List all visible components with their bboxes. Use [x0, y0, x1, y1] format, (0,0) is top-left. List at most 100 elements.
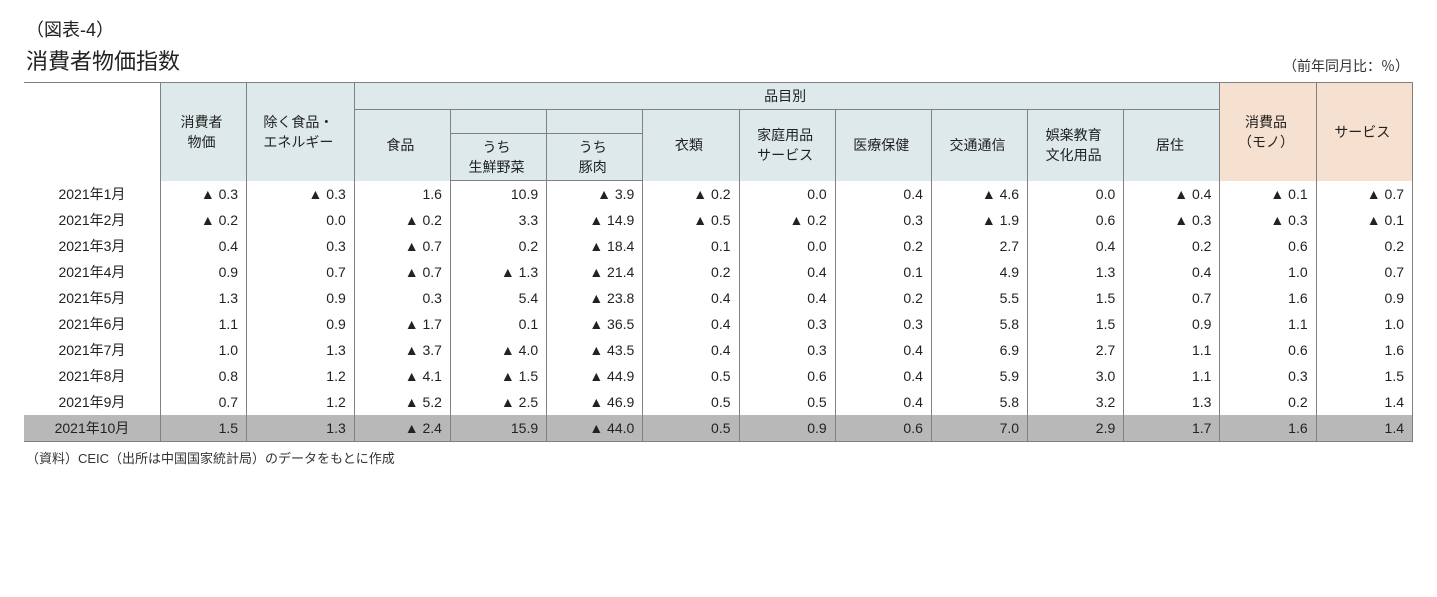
th-house: 居住	[1124, 110, 1220, 181]
table-head: 消費者物価 除く食品・エネルギー 品目別 消費品（モノ） サービス 食品 衣類 …	[24, 83, 1413, 181]
cell-house: 1.3	[1124, 389, 1220, 415]
th-rec: 娯楽教育文化用品	[1028, 110, 1124, 181]
cell-rec: 0.0	[1028, 181, 1124, 207]
cell-serv: 0.7	[1316, 259, 1412, 285]
th-trans: 交通通信	[931, 110, 1027, 181]
cell-rec: 0.4	[1028, 233, 1124, 259]
th-pork: うち豚肉	[547, 134, 643, 181]
cell-month: 2021年9月	[24, 389, 160, 415]
cell-hh: 0.6	[739, 363, 835, 389]
cell-med: 0.1	[835, 259, 931, 285]
cell-hh: 0.3	[739, 337, 835, 363]
cell-ex: 0.3	[247, 233, 355, 259]
cell-hh: 0.9	[739, 415, 835, 442]
cell-ex: 1.2	[247, 389, 355, 415]
cell-month: 2021年1月	[24, 181, 160, 207]
cell-trans: 2.7	[931, 233, 1027, 259]
th-cloth: 衣類	[643, 110, 739, 181]
cell-ex: ▲ 0.3	[247, 181, 355, 207]
cell-hh: 0.0	[739, 233, 835, 259]
th-goods: 消費品（モノ）	[1220, 83, 1316, 181]
cell-rec: 1.5	[1028, 285, 1124, 311]
table-row: 2021年10月1.51.3▲ 2.415.9▲ 44.00.50.90.67.…	[24, 415, 1413, 442]
cell-veg: 15.9	[450, 415, 546, 442]
cell-ex: 0.9	[247, 285, 355, 311]
cell-food: ▲ 0.7	[354, 233, 450, 259]
cell-rec: 2.7	[1028, 337, 1124, 363]
cell-rec: 0.6	[1028, 207, 1124, 233]
cell-month: 2021年10月	[24, 415, 160, 442]
table-row: 2021年2月▲ 0.20.0▲ 0.23.3▲ 14.9▲ 0.5▲ 0.20…	[24, 207, 1413, 233]
cell-veg: ▲ 2.5	[450, 389, 546, 415]
th-cpi: 消費者物価	[160, 83, 246, 181]
cell-food: ▲ 3.7	[354, 337, 450, 363]
cell-pork: ▲ 14.9	[547, 207, 643, 233]
cell-hh: 0.4	[739, 285, 835, 311]
cell-hh: 0.5	[739, 389, 835, 415]
cell-veg: 10.9	[450, 181, 546, 207]
cell-pork: ▲ 43.5	[547, 337, 643, 363]
cell-house: 0.7	[1124, 285, 1220, 311]
th-med: 医療保健	[835, 110, 931, 181]
cell-cpi: ▲ 0.2	[160, 207, 246, 233]
cell-serv: 1.5	[1316, 363, 1412, 389]
cell-house: 0.9	[1124, 311, 1220, 337]
th-pork-top	[547, 110, 643, 134]
cell-hh: 0.4	[739, 259, 835, 285]
cell-cloth: 0.4	[643, 311, 739, 337]
cell-pork: ▲ 44.0	[547, 415, 643, 442]
table-row: 2021年5月1.30.90.35.4▲ 23.80.40.40.25.51.5…	[24, 285, 1413, 311]
cell-goods: ▲ 0.3	[1220, 207, 1316, 233]
cell-food: ▲ 2.4	[354, 415, 450, 442]
cell-veg: ▲ 1.3	[450, 259, 546, 285]
cell-goods: 1.6	[1220, 415, 1316, 442]
cell-cloth: 0.5	[643, 389, 739, 415]
table-body: 2021年1月▲ 0.3▲ 0.31.610.9▲ 3.9▲ 0.20.00.4…	[24, 181, 1413, 442]
figure-title: 消費者物価指数	[26, 44, 180, 76]
cell-month: 2021年6月	[24, 311, 160, 337]
th-blank	[24, 83, 160, 181]
cell-cpi: 0.9	[160, 259, 246, 285]
cell-hh: 0.3	[739, 311, 835, 337]
cell-med: 0.4	[835, 389, 931, 415]
cell-cloth: 0.1	[643, 233, 739, 259]
cell-ex: 1.3	[247, 415, 355, 442]
th-serv: サービス	[1316, 83, 1412, 181]
cell-cpi: 1.0	[160, 337, 246, 363]
cell-cpi: 0.4	[160, 233, 246, 259]
cell-house: 0.4	[1124, 259, 1220, 285]
cell-med: 0.2	[835, 285, 931, 311]
cell-ex: 1.2	[247, 363, 355, 389]
cell-house: ▲ 0.4	[1124, 181, 1220, 207]
cell-serv: 1.4	[1316, 415, 1412, 442]
cell-pork: ▲ 18.4	[547, 233, 643, 259]
cell-rec: 3.2	[1028, 389, 1124, 415]
cell-pork: ▲ 21.4	[547, 259, 643, 285]
cell-ex: 0.9	[247, 311, 355, 337]
cell-rec: 2.9	[1028, 415, 1124, 442]
cell-med: 0.4	[835, 363, 931, 389]
table-row: 2021年9月0.71.2▲ 5.2▲ 2.5▲ 46.90.50.50.45.…	[24, 389, 1413, 415]
cell-serv: 0.2	[1316, 233, 1412, 259]
cell-food: ▲ 0.2	[354, 207, 450, 233]
cell-house: ▲ 0.3	[1124, 207, 1220, 233]
cell-serv: ▲ 0.7	[1316, 181, 1412, 207]
cell-rec: 3.0	[1028, 363, 1124, 389]
cell-veg: 0.1	[450, 311, 546, 337]
cell-food: ▲ 5.2	[354, 389, 450, 415]
cell-month: 2021年8月	[24, 363, 160, 389]
th-food: 食品	[354, 110, 450, 181]
cell-cloth: 0.5	[643, 415, 739, 442]
table-row: 2021年7月1.01.3▲ 3.7▲ 4.0▲ 43.50.40.30.46.…	[24, 337, 1413, 363]
cell-cloth: 0.4	[643, 285, 739, 311]
cell-cloth: 0.5	[643, 363, 739, 389]
cell-hh: 0.0	[739, 181, 835, 207]
cell-ex: 1.3	[247, 337, 355, 363]
cell-med: 0.4	[835, 337, 931, 363]
cell-month: 2021年2月	[24, 207, 160, 233]
cell-cpi: 0.7	[160, 389, 246, 415]
cell-med: 0.4	[835, 181, 931, 207]
cell-trans: 5.8	[931, 311, 1027, 337]
cell-cpi: 1.3	[160, 285, 246, 311]
cell-serv: 1.0	[1316, 311, 1412, 337]
